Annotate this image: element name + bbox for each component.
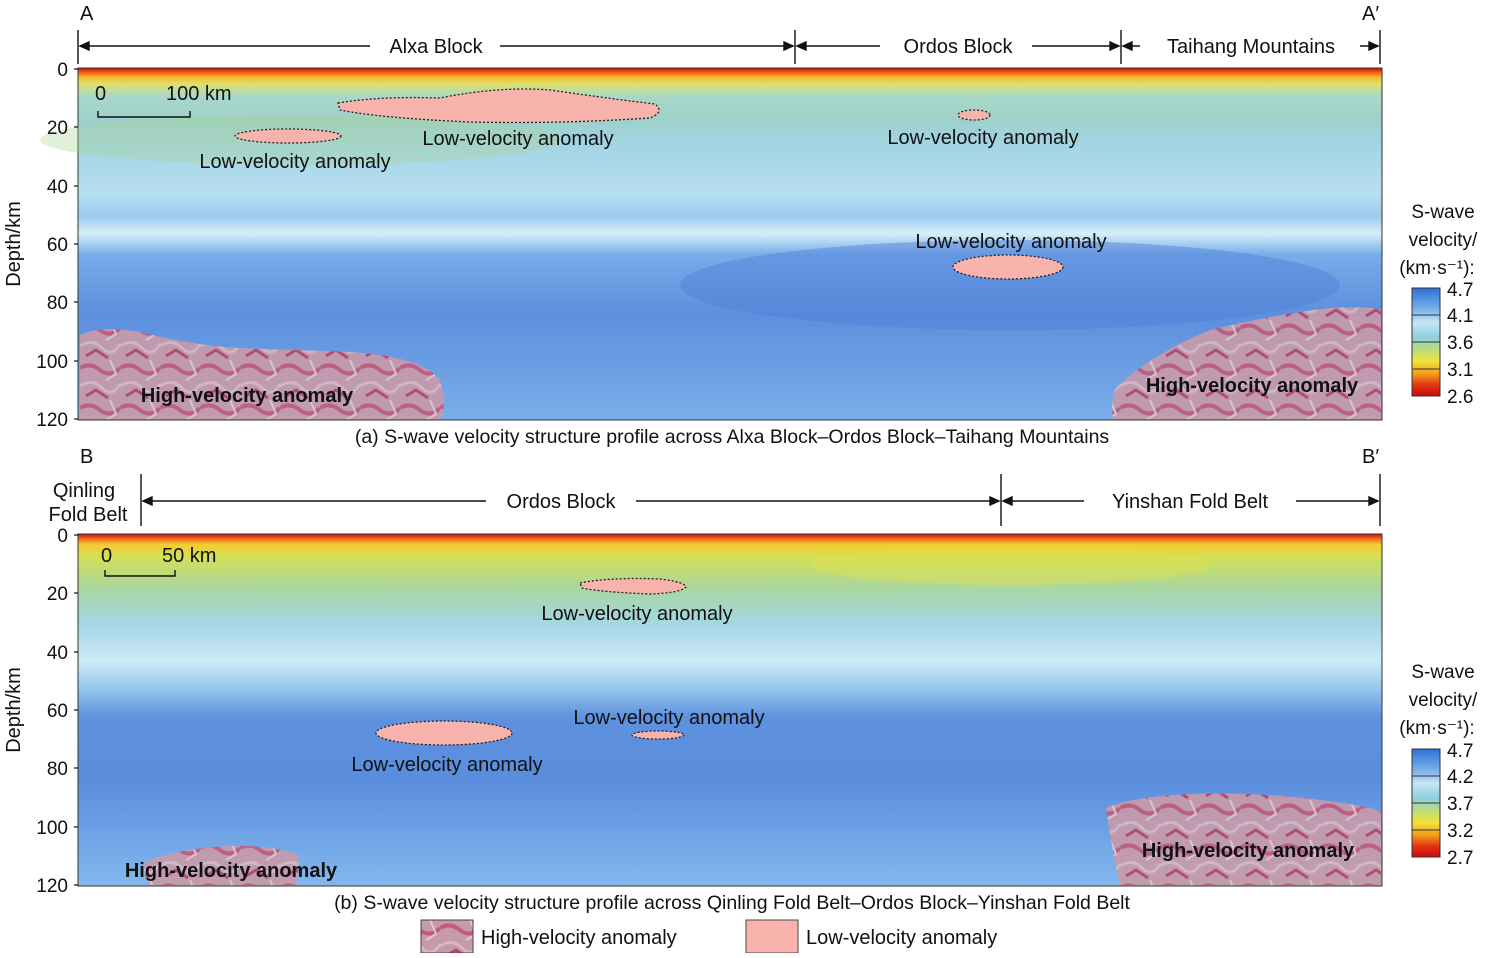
svg-text:4.1: 4.1 bbox=[1447, 306, 1473, 327]
region-label-ordos-a: Ordos Block bbox=[904, 36, 1014, 58]
caption-a: (a) S-wave velocity structure profile ac… bbox=[355, 426, 1110, 448]
scale-bar-b: 0 50 km bbox=[101, 545, 216, 577]
svg-text:3.2: 3.2 bbox=[1447, 821, 1473, 842]
svg-text:4.2: 4.2 bbox=[1447, 767, 1473, 788]
y-tick-b-80: 80 bbox=[47, 759, 68, 780]
low-anomaly-label-a-4: Low-velocity anomaly bbox=[915, 231, 1106, 253]
region-bar-a bbox=[77, 30, 1381, 64]
legend: High-velocity anomaly Low-velocity anoma… bbox=[420, 919, 997, 954]
y-tick-b-120: 120 bbox=[36, 876, 68, 897]
profile-start-label-a: A bbox=[80, 3, 94, 25]
profile-end-label-a: A′ bbox=[1362, 3, 1379, 25]
svg-text:velocity/: velocity/ bbox=[1409, 230, 1478, 251]
svg-text:(km·s⁻¹):: (km·s⁻¹): bbox=[1399, 718, 1474, 739]
region-label-yinshan: Yinshan Fold Belt bbox=[1112, 491, 1268, 513]
y-tick-b-100: 100 bbox=[36, 818, 68, 839]
legend-swatch-low bbox=[745, 919, 799, 954]
region-label-qinling-2: Fold Belt bbox=[49, 504, 128, 526]
panel-a: A A′ Alxa Block Ordos Block Taihang Moun… bbox=[3, 3, 1478, 448]
y-axis-label-b: Depth/km bbox=[3, 667, 25, 753]
low-velocity-anomaly-b-3 bbox=[631, 730, 685, 740]
region-label-alxa: Alxa Block bbox=[389, 36, 483, 58]
crust-zone-b bbox=[810, 545, 1210, 585]
y-tick-a-40: 40 bbox=[47, 177, 68, 198]
high-velocity-anomaly-b-right bbox=[1106, 793, 1381, 885]
low-velocity-anomaly-a-2 bbox=[234, 128, 342, 144]
y-tick-b-60: 60 bbox=[47, 701, 68, 722]
caption-b: (b) S-wave velocity structure profile ac… bbox=[334, 892, 1130, 914]
svg-text:S-wave: S-wave bbox=[1411, 662, 1474, 683]
low-anomaly-label-b-2: Low-velocity anomaly bbox=[351, 754, 542, 776]
y-tick-a-100: 100 bbox=[36, 352, 68, 373]
svg-text:3.7: 3.7 bbox=[1447, 794, 1473, 815]
svg-text:3.1: 3.1 bbox=[1447, 360, 1473, 381]
low-velocity-anomaly-b-1 bbox=[579, 577, 687, 595]
low-velocity-anomaly-a-1 bbox=[337, 88, 660, 124]
low-anomaly-label-a-3: Low-velocity anomaly bbox=[887, 127, 1078, 149]
region-label-ordos-b: Ordos Block bbox=[507, 491, 617, 513]
svg-text:4.7: 4.7 bbox=[1447, 741, 1473, 762]
low-anomaly-label-b-3: Low-velocity anomaly bbox=[573, 707, 764, 729]
low-anomaly-label-a-2: Low-velocity anomaly bbox=[199, 151, 390, 173]
legend-swatch-high bbox=[420, 919, 474, 954]
svg-text:0: 0 bbox=[95, 83, 106, 105]
svg-text:2.6: 2.6 bbox=[1447, 387, 1473, 408]
svg-text:S-wave: S-wave bbox=[1411, 202, 1474, 223]
low-anomaly-label-b-1: Low-velocity anomaly bbox=[541, 603, 732, 625]
y-tick-a-60: 60 bbox=[47, 235, 68, 256]
low-anomaly-label-a-1: Low-velocity anomaly bbox=[422, 128, 613, 150]
y-tick-a-80: 80 bbox=[47, 293, 68, 314]
y-axis-label-a: Depth/km bbox=[3, 201, 25, 287]
region-label-taihang: Taihang Mountains bbox=[1167, 36, 1335, 58]
svg-text:(km·s⁻¹):: (km·s⁻¹): bbox=[1399, 258, 1474, 279]
svg-text:50 km: 50 km bbox=[162, 545, 216, 567]
legend-label-high: High-velocity anomaly bbox=[481, 927, 677, 949]
y-tick-a-20: 20 bbox=[47, 118, 68, 139]
y-axis-b bbox=[74, 534, 78, 886]
high-anomaly-label-a-right: High-velocity anomaly bbox=[1146, 375, 1359, 397]
svg-text:100 km: 100 km bbox=[166, 83, 232, 105]
svg-text:0: 0 bbox=[101, 545, 112, 567]
high-anomaly-label-b-left: High-velocity anomaly bbox=[125, 860, 338, 882]
high-velocity-anomaly-b-left bbox=[144, 845, 299, 885]
high-velocity-anomaly-a-right bbox=[1112, 307, 1381, 419]
high-velocity-anomaly-a-left bbox=[80, 329, 444, 419]
mantle-zone-a bbox=[680, 240, 1340, 330]
high-anomaly-label-a-left: High-velocity anomaly bbox=[141, 385, 354, 407]
y-tick-b-40: 40 bbox=[47, 643, 68, 664]
legend-label-low: Low-velocity anomaly bbox=[806, 927, 997, 949]
y-tick-a-0: 0 bbox=[57, 60, 68, 81]
svg-text:4.7: 4.7 bbox=[1447, 280, 1473, 301]
svg-text:2.7: 2.7 bbox=[1447, 848, 1473, 869]
svg-text:3.6: 3.6 bbox=[1447, 333, 1473, 354]
region-label-qinling-1: Qinling bbox=[53, 480, 115, 502]
region-bar-b bbox=[140, 474, 1381, 526]
low-velocity-anomaly-b-2 bbox=[375, 720, 513, 746]
panel-b: B B′ Qinling Fold Belt Ordos Block Yinsh… bbox=[3, 446, 1478, 914]
high-anomaly-label-b-right: High-velocity anomaly bbox=[1142, 840, 1355, 862]
y-tick-a-120: 120 bbox=[36, 410, 68, 431]
low-velocity-anomaly-a-3 bbox=[957, 109, 991, 121]
colorbar-b: S-wave velocity/ (km·s⁻¹): 4.7 4.2 3.7 3… bbox=[1399, 662, 1478, 869]
scale-bar-a: 0 100 km bbox=[95, 83, 232, 118]
profile-end-label-b: B′ bbox=[1362, 446, 1379, 468]
y-axis-a bbox=[74, 68, 78, 420]
low-velocity-anomaly-a-4 bbox=[952, 254, 1064, 280]
y-tick-b-0: 0 bbox=[57, 526, 68, 547]
profile-start-label-b: B bbox=[80, 446, 93, 468]
y-tick-b-20: 20 bbox=[47, 584, 68, 605]
colorbar-a: S-wave velocity/ (km·s⁻¹): 4.7 4.1 3.6 3… bbox=[1399, 202, 1478, 408]
svg-text:velocity/: velocity/ bbox=[1409, 690, 1478, 711]
